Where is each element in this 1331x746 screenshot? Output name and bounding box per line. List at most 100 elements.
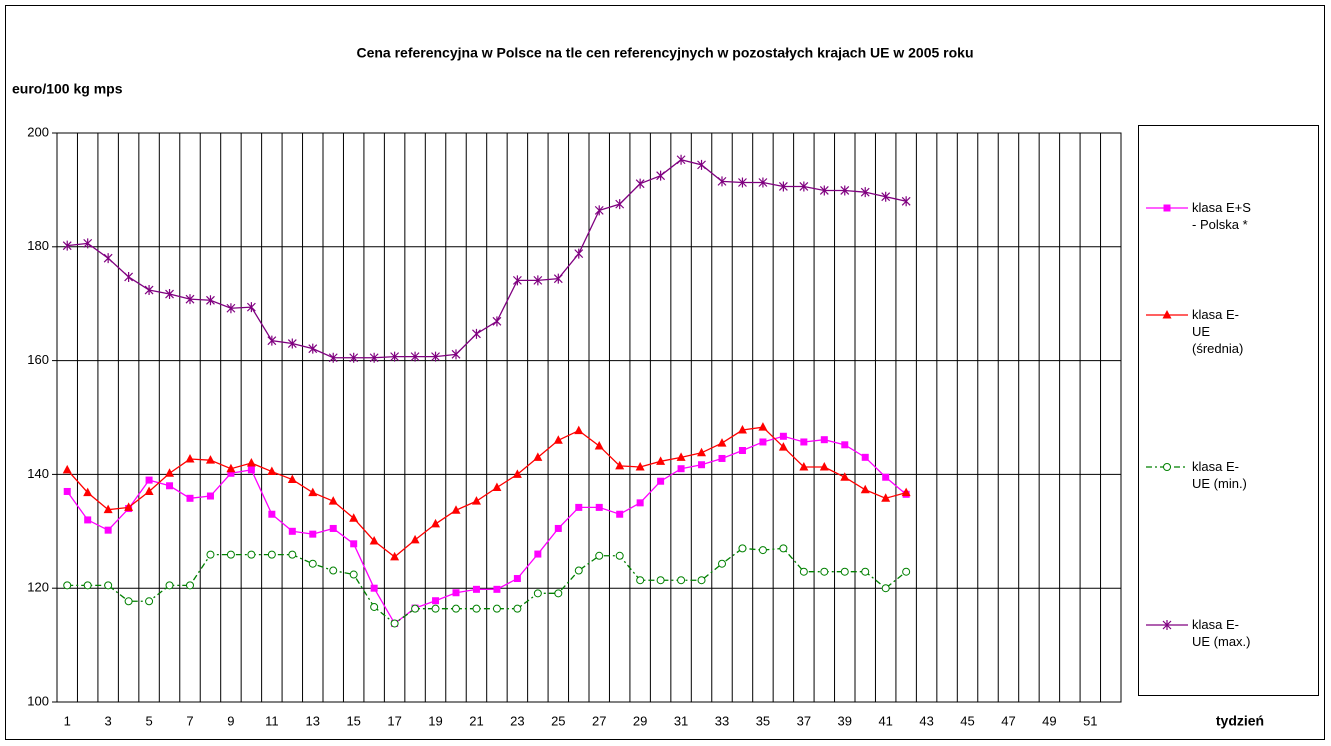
x-tick-label: 19 [428, 713, 442, 728]
marker [63, 487, 71, 495]
marker [553, 435, 563, 444]
x-tick-label: 31 [674, 713, 688, 728]
marker [657, 477, 665, 485]
marker [329, 566, 338, 575]
y-tick-label: 120 [27, 580, 49, 595]
marker [738, 544, 747, 553]
marker [717, 176, 727, 187]
marker [636, 499, 644, 507]
marker [370, 584, 378, 592]
legend-label: klasa E- UE (max.) [1192, 617, 1251, 649]
marker [778, 181, 788, 192]
marker [185, 454, 195, 463]
marker [329, 524, 337, 532]
y-axis-label: euro/100 kg mps [12, 81, 123, 97]
legend-marker [1163, 204, 1171, 212]
x-tick-label: 29 [633, 713, 647, 728]
marker [350, 540, 358, 548]
x-tick-label: 33 [715, 713, 729, 728]
marker [165, 289, 174, 300]
marker [697, 576, 706, 585]
marker [288, 550, 297, 559]
marker [124, 502, 134, 511]
marker [452, 589, 460, 597]
marker [595, 551, 604, 560]
marker [308, 559, 317, 568]
marker [635, 178, 645, 189]
marker [758, 546, 767, 555]
marker [267, 466, 277, 476]
marker [206, 492, 214, 500]
marker [226, 550, 235, 559]
marker [778, 442, 788, 451]
marker [247, 466, 255, 474]
marker [513, 604, 522, 613]
legend-marker [1163, 463, 1171, 471]
marker [758, 422, 768, 431]
marker [616, 510, 624, 518]
x-tick-label: 35 [756, 713, 770, 728]
marker [328, 496, 338, 505]
marker [799, 567, 808, 576]
y-tick-label: 160 [27, 352, 49, 367]
marker [451, 505, 461, 514]
marker [677, 576, 686, 585]
marker [758, 177, 768, 188]
marker [615, 551, 624, 560]
marker [534, 550, 542, 558]
marker [881, 191, 891, 202]
marker [615, 460, 625, 470]
marker [471, 496, 481, 505]
legend-label: klasa E+S - Polska * [1192, 200, 1251, 232]
marker [697, 159, 706, 170]
marker [206, 295, 215, 306]
marker [328, 352, 338, 363]
marker [493, 585, 501, 593]
marker [615, 199, 625, 210]
marker [205, 455, 215, 464]
marker [62, 464, 72, 474]
marker [369, 535, 379, 545]
marker [574, 248, 584, 259]
x-tick-label: 43 [919, 713, 933, 728]
x-tick-label: 5 [145, 713, 152, 728]
marker [226, 303, 236, 314]
marker [145, 476, 153, 484]
x-tick-label: 39 [838, 713, 852, 728]
marker [104, 581, 113, 590]
marker [492, 604, 501, 613]
marker [308, 487, 318, 497]
marker [431, 351, 440, 362]
marker [512, 469, 522, 478]
marker [472, 585, 480, 593]
marker [83, 238, 93, 249]
marker [103, 504, 113, 514]
y-tick-label: 180 [27, 238, 49, 253]
x-tick-label: 9 [227, 713, 234, 728]
y-tick-label: 200 [27, 124, 49, 139]
legend-marker [1162, 620, 1172, 630]
marker [349, 570, 358, 579]
marker [819, 185, 829, 196]
marker [410, 534, 420, 544]
marker [901, 487, 911, 497]
marker [165, 581, 174, 590]
marker [860, 187, 870, 198]
marker [840, 567, 849, 576]
plot-area [56, 132, 1122, 703]
marker [390, 551, 400, 561]
x-tick-label: 45 [960, 713, 974, 728]
marker [656, 576, 665, 585]
marker [268, 510, 276, 518]
x-axis-label: tydzień [1216, 713, 1264, 729]
marker [533, 589, 542, 598]
marker [882, 473, 890, 481]
marker [553, 273, 563, 284]
marker [636, 576, 645, 585]
marker [901, 196, 911, 207]
marker [717, 438, 727, 447]
x-tick-label: 17 [387, 713, 401, 728]
marker [840, 185, 850, 196]
marker [841, 441, 849, 449]
marker [533, 452, 543, 461]
